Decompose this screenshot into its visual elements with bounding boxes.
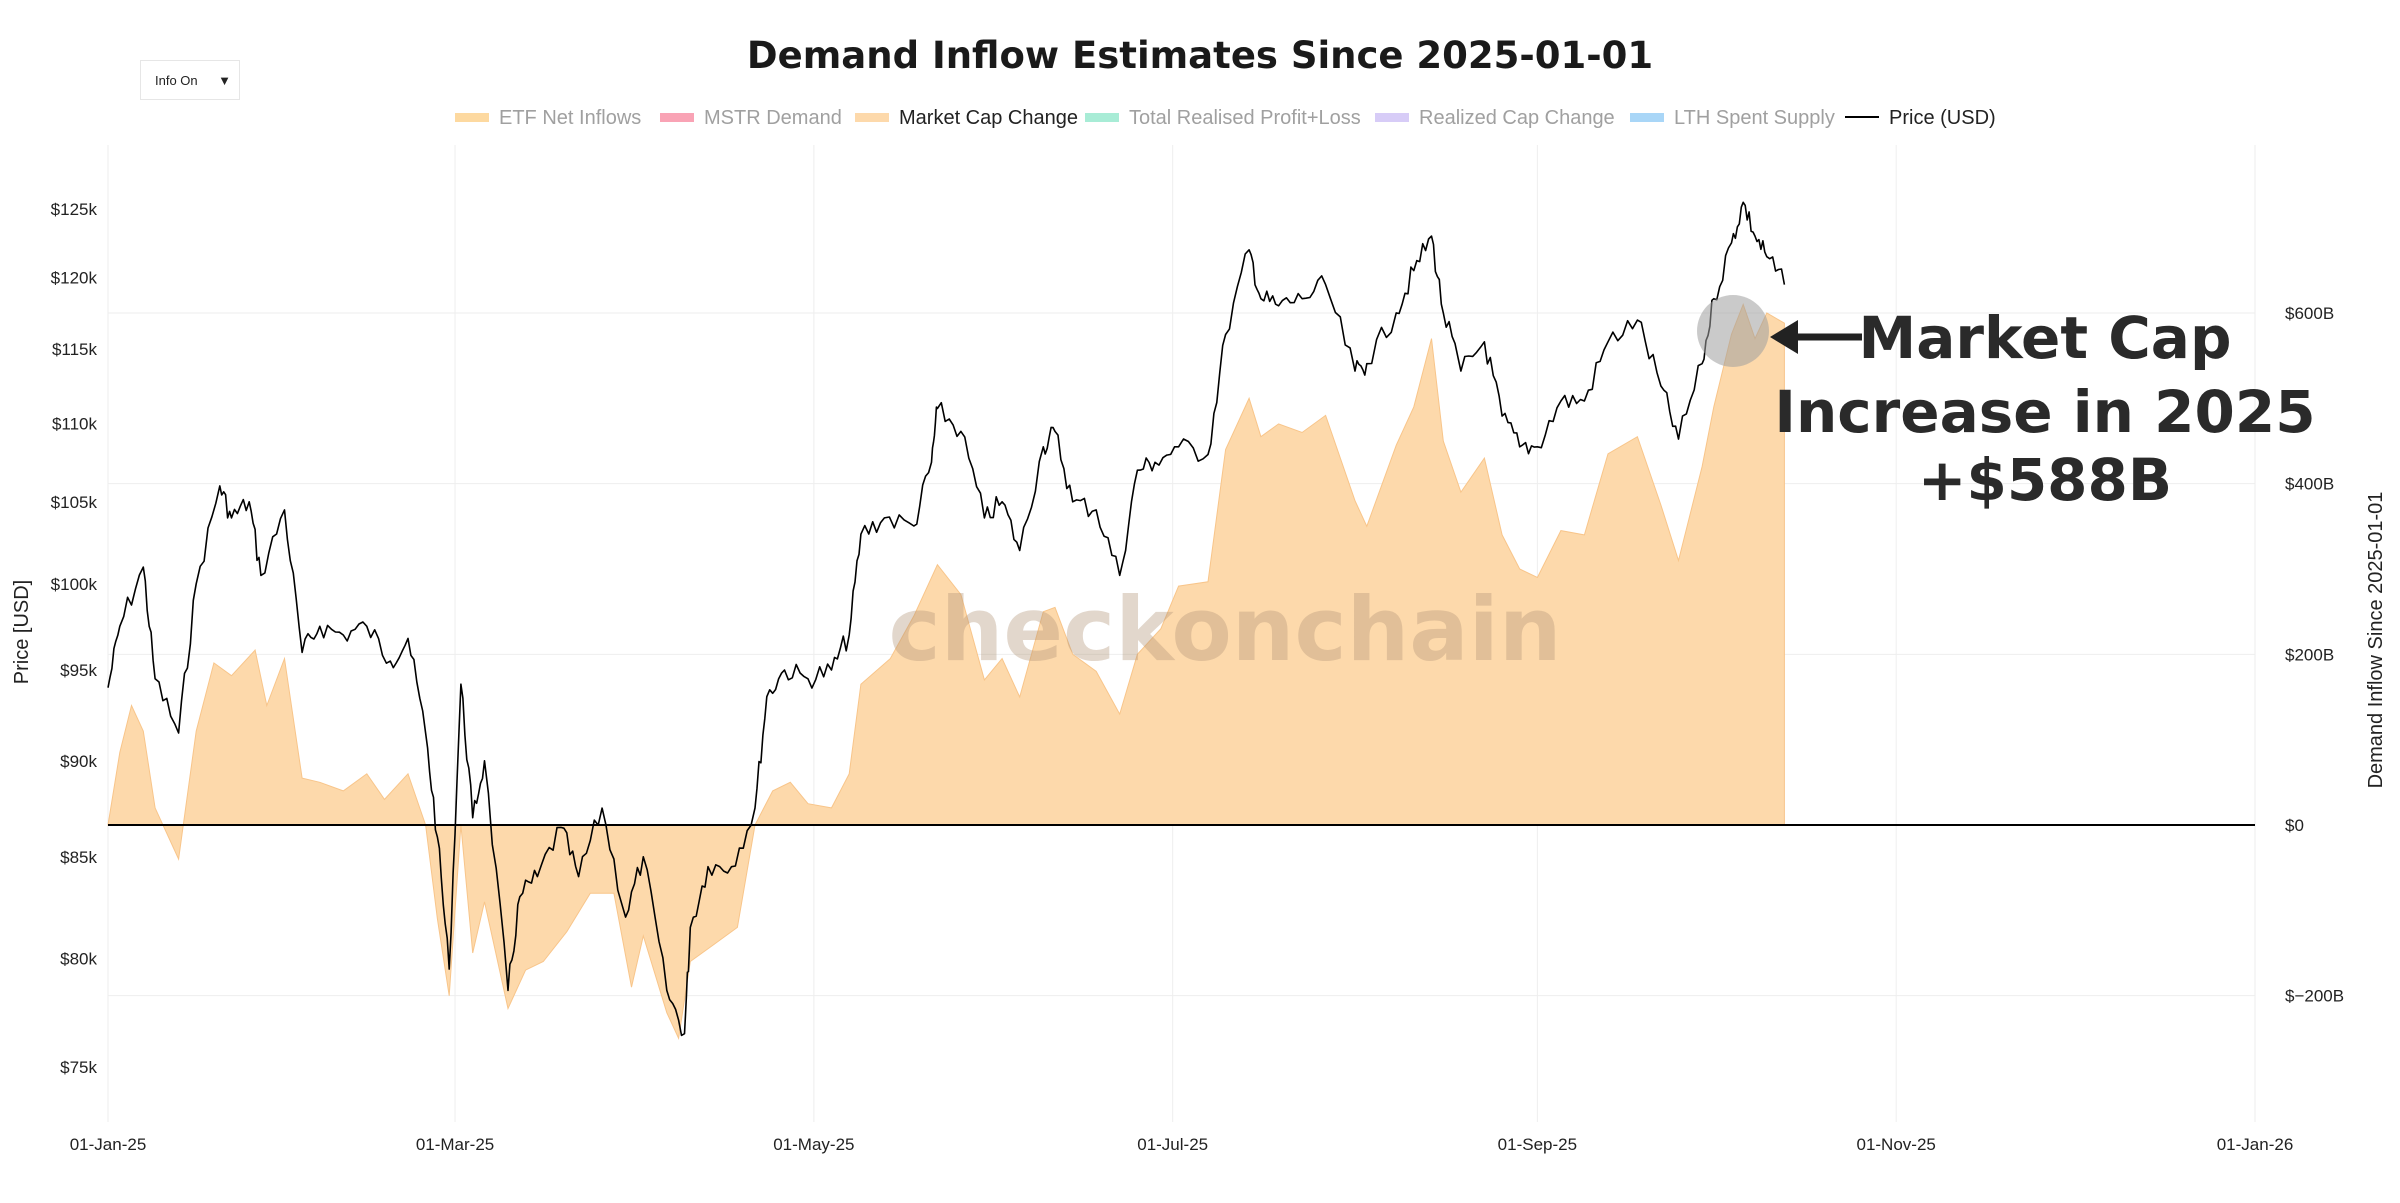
chevron-down-icon: ▼	[218, 72, 231, 88]
annotation-line-1: Market Cap	[1859, 304, 2232, 372]
highlight-circle	[1697, 295, 1769, 367]
price-line	[107, 201, 1786, 1037]
x-tick-label: 01-Jan-25	[70, 1135, 147, 1154]
annotation-line-3: +$588B	[1918, 446, 2172, 514]
right-tick-label: $600B	[2285, 304, 2334, 323]
legend-swatch	[660, 113, 694, 122]
left-tick-label: $75k	[60, 1058, 97, 1077]
left-tick-label: $85k	[60, 848, 97, 867]
left-tick-label: $110k	[52, 415, 98, 434]
legend-label: Realized Cap Change	[1419, 107, 1615, 129]
legend-item: Total Realised Profit+Loss	[1085, 107, 1361, 129]
plot-area	[107, 201, 2255, 1041]
info-toggle-dropdown[interactable]: Info On ▼	[140, 60, 240, 100]
left-tick-label: $115k	[52, 340, 98, 359]
arrow-icon	[1770, 320, 1862, 354]
watermark: checkonchain	[889, 578, 1562, 681]
legend-swatch	[855, 113, 889, 122]
legend-swatch	[1375, 113, 1409, 122]
legend-swatch	[1630, 113, 1664, 122]
x-tick-label: 01-Mar-25	[416, 1135, 494, 1154]
legend-swatch	[455, 113, 489, 122]
x-tick-label: 01-Jul-25	[1137, 1135, 1208, 1154]
annotation-line-2: Increase in 2025	[1774, 378, 2315, 446]
left-tick-label: $90k	[60, 752, 97, 771]
legend-label: ETF Net Inflows	[499, 107, 641, 129]
right-tick-label: $200B	[2285, 645, 2334, 664]
legend-label: MSTR Demand	[704, 107, 842, 129]
left-tick-label: $105k	[51, 493, 98, 512]
left-tick-label: $80k	[60, 950, 97, 969]
legend-item: Price (USD)	[1845, 107, 1996, 129]
legend-label: LTH Spent Supply	[1674, 107, 1835, 129]
legend-item: Market Cap Change	[855, 107, 1078, 129]
left-tick-label: $120k	[51, 269, 98, 288]
legend: ETF Net Inflows MSTR Demand Market Cap Cha…	[455, 107, 1996, 129]
legend-item: LTH Spent Supply	[1630, 107, 1835, 129]
left-axis-title: Price [USD]	[11, 580, 33, 684]
chart-title: Demand Inflow Estimates Since 2025-01-01	[747, 34, 1653, 77]
right-axis-title: Demand Inflow Since 2025-01-01	[2365, 492, 2387, 789]
legend-item: MSTR Demand	[660, 107, 842, 129]
axes: 01-Jan-25 01-Mar-25 01-May-25 01-Jul-25 01-S…	[51, 200, 2344, 1154]
left-tick-label: $125k	[51, 200, 98, 219]
left-tick-label: $100k	[51, 575, 98, 594]
info-toggle-label: Info On	[155, 72, 198, 88]
legend-label: Market Cap Change	[899, 107, 1078, 129]
x-tick-label: 01-Jan-26	[2217, 1135, 2294, 1154]
x-tick-label: 01-May-25	[773, 1135, 854, 1154]
legend-label: Price (USD)	[1889, 107, 1996, 129]
legend-item: Realized Cap Change	[1375, 107, 1615, 129]
market-cap-change-area	[107, 303, 1785, 1041]
legend-label: Total Realised Profit+Loss	[1129, 107, 1361, 129]
x-tick-label: 01-Nov-25	[1856, 1135, 1935, 1154]
legend-item: ETF Net Inflows	[455, 107, 641, 129]
right-tick-label: $400B	[2285, 475, 2334, 494]
left-tick-label: $95k	[60, 661, 97, 680]
right-tick-label: $−200B	[2285, 987, 2344, 1006]
legend-swatch	[1085, 113, 1119, 122]
right-tick-label: $0	[2285, 816, 2304, 835]
x-tick-label: 01-Sep-25	[1498, 1135, 1577, 1154]
